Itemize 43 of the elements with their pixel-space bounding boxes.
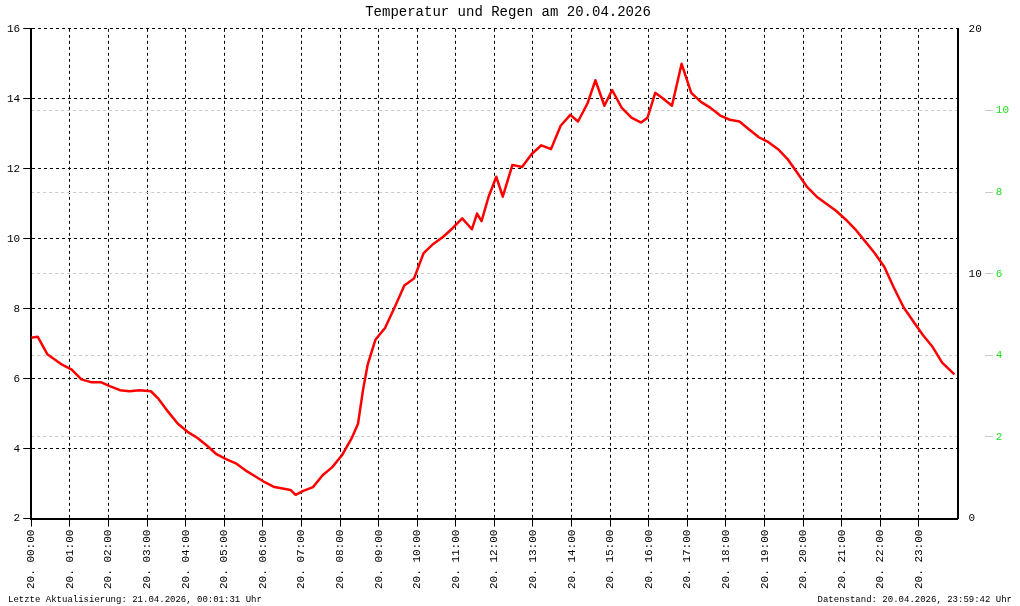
y-tick-label: 16 — [7, 22, 21, 35]
x-tick-label: 20. 02:00 — [102, 529, 115, 590]
y-tick-label: 8 — [13, 302, 21, 315]
y2-tick-label: 20 — [968, 22, 982, 35]
x-tick-label: 20. 22:00 — [874, 529, 887, 590]
x-tick-label: 20. 09:00 — [372, 529, 385, 590]
x-tick-label: 20. 21:00 — [835, 529, 848, 590]
y3-tick-label: 10 — [995, 104, 1009, 117]
x-tick-label: 20. 04:00 — [179, 529, 192, 590]
text: Letzte Aktualisierung: 21.04.2026, 00:01:31 Uhr — [8, 594, 262, 605]
x-tick-label: 20. 15:00 — [604, 529, 617, 590]
x-tick-label: 20. 17:00 — [681, 529, 694, 590]
x-tick-label: 20. 16:00 — [642, 529, 655, 590]
x-tick-label: 20. 00:00 — [25, 529, 38, 590]
text: Datenstand: 20.04.2026, 23:59:42 Uhr — [817, 594, 1012, 605]
y3-tick-label: 6 — [995, 267, 1003, 280]
x-tick-label: 20. 07:00 — [295, 529, 308, 590]
y2-tick-label: 10 — [968, 267, 982, 280]
x-tick-label: 20. 13:00 — [526, 529, 539, 590]
y3-tick-label: 4 — [995, 349, 1003, 362]
x-tick-label: 20. 05:00 — [218, 529, 231, 590]
x-tick-label: 20. 11:00 — [449, 529, 462, 590]
x-tick-label: 20. 08:00 — [333, 529, 346, 590]
x-tick-label: 20. 14:00 — [565, 529, 578, 590]
y-tick-label: 6 — [13, 372, 21, 385]
x-tick-label: 20. 20:00 — [797, 529, 810, 590]
x-tick-label: 20. 19:00 — [758, 529, 771, 590]
y2-tick-label: 0 — [968, 512, 976, 525]
x-tick-label: 20. 03:00 — [140, 529, 153, 590]
x-tick-label: 20. 23:00 — [912, 529, 925, 590]
x-tick-label: 20. 12:00 — [488, 529, 501, 590]
x-tick-label: 20. 10:00 — [411, 529, 424, 590]
x-tick-label: 20. 18:00 — [719, 529, 732, 590]
y-tick-label: 2 — [13, 512, 21, 525]
y-tick-label: 14 — [7, 92, 21, 105]
x-tick-label: 20. 01:00 — [63, 529, 76, 590]
y3-tick-label: 2 — [995, 430, 1003, 443]
chart-title: Temperatur und Regen am 20.04.2026 — [365, 4, 651, 21]
y-tick-label: 10 — [7, 232, 21, 245]
y3-tick-label: 8 — [995, 185, 1003, 198]
y-tick-label: 4 — [13, 442, 21, 455]
y-tick-label: 12 — [7, 162, 21, 175]
x-tick-label: 20. 06:00 — [256, 529, 269, 590]
